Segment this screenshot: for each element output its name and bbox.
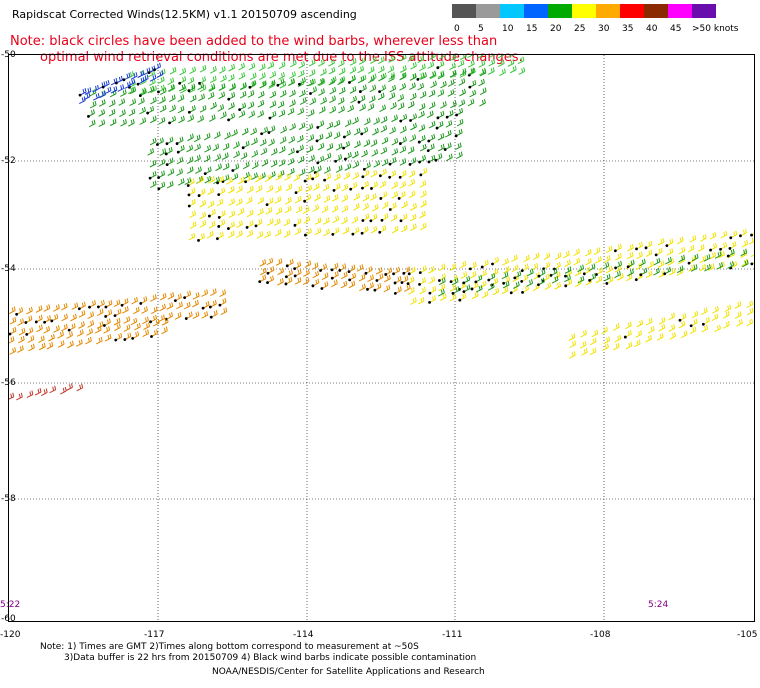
lat-label-56: -56 bbox=[1, 378, 16, 388]
legend-swatch bbox=[452, 4, 476, 18]
footnote-line-2: 3)Data buffer is 22 hrs from 20150709 4)… bbox=[64, 653, 477, 663]
lon-label-111: -111 bbox=[442, 630, 463, 640]
legend-swatch bbox=[500, 4, 524, 18]
wind-speed-legend: 0 5 10 15 20 25 30 35 40 45 >50 knots bbox=[452, 4, 752, 38]
legend-swatch bbox=[548, 4, 572, 18]
legend-label: 30 bbox=[598, 24, 610, 34]
legend-label: 35 bbox=[622, 24, 633, 34]
legend-colorbar: 0 5 10 15 20 25 30 35 40 45 >50 knots bbox=[452, 4, 739, 34]
lat-label-52: -52 bbox=[1, 156, 16, 166]
lon-label-108: -108 bbox=[590, 630, 611, 640]
legend-swatch bbox=[524, 4, 548, 18]
legend-label: 0 bbox=[454, 24, 460, 34]
note-line-2: optimal wind retrieval conditions are me… bbox=[40, 50, 523, 65]
note-line-1: Note: black circles have been added to t… bbox=[10, 34, 498, 49]
figure-title: Rapidscat Corrected Winds(12.5KM) v1.1 2… bbox=[12, 8, 357, 21]
legend-label: 15 bbox=[526, 24, 537, 34]
lon-label-120: -120 bbox=[0, 630, 21, 640]
legend-swatch bbox=[476, 4, 500, 18]
lon-label-114: -114 bbox=[293, 630, 314, 640]
lon-label-117: -117 bbox=[144, 630, 165, 640]
footnote: Note: 1) Times are GMT 2)Times along bot… bbox=[40, 642, 476, 664]
credit-line: NOAA/NESDIS/Center for Satellite Applica… bbox=[212, 667, 485, 677]
time-label-right: 5:24 bbox=[648, 600, 669, 610]
lat-label-58: -58 bbox=[1, 494, 16, 504]
legend-label: 5 bbox=[478, 24, 484, 34]
legend-label: 45 bbox=[670, 24, 681, 34]
footnote-line-1: Note: 1) Times are GMT 2)Times along bot… bbox=[40, 642, 419, 652]
legend-label: 20 bbox=[550, 24, 562, 34]
lat-label-54: -54 bbox=[1, 264, 16, 274]
time-label-left: 5:22 bbox=[0, 600, 21, 610]
lat-label-60: -60 bbox=[1, 614, 16, 624]
legend-swatch bbox=[620, 4, 644, 18]
legend-swatch bbox=[692, 4, 716, 18]
map-plot-area bbox=[8, 54, 755, 622]
legend-swatch bbox=[596, 4, 620, 18]
legend-label: 40 bbox=[646, 24, 658, 34]
wind-barbs bbox=[9, 55, 754, 401]
legend-label: 25 bbox=[574, 24, 585, 34]
contamination-note: Note: black circles have been added to t… bbox=[10, 34, 523, 66]
lon-label-105: -105 bbox=[737, 630, 758, 640]
legend-label: >50 knots bbox=[692, 24, 739, 34]
legend-swatch bbox=[572, 4, 596, 18]
legend-label: 10 bbox=[502, 24, 514, 34]
legend-swatch bbox=[668, 4, 692, 18]
lat-label-50: -50 bbox=[1, 50, 16, 60]
legend-swatch bbox=[644, 4, 668, 18]
